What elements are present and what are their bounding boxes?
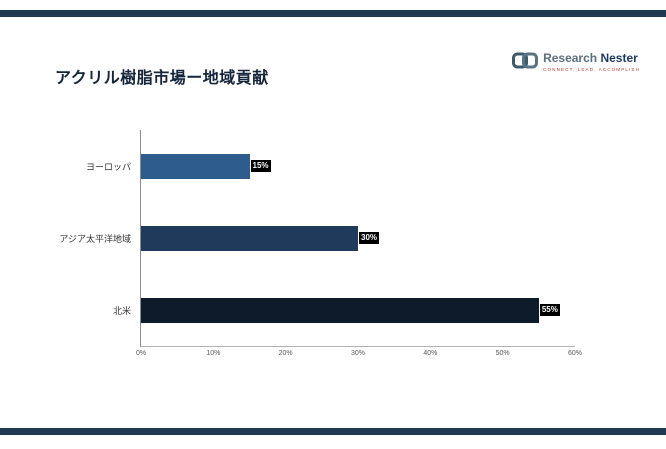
bar-rows: ヨーロッパ 15% アジア太平洋地域 30% 北米 55%: [59, 130, 575, 346]
x-tick-label: 40%: [423, 350, 438, 357]
category-label: 北米: [112, 305, 131, 316]
bar-chart: ヨーロッパ 15% アジア太平洋地域 30% 北米 55% 0% 10% 20% 30% 40% 5…: [59, 130, 582, 357]
bar-row: アジア太平洋地域 30%: [59, 202, 575, 274]
brand-logo: Research Nester Connect. Lead. Accomplis…: [512, 51, 640, 74]
page-title: アクリル樹脂市場ー地域貢献: [55, 70, 269, 87]
brand-name-first: Research: [543, 51, 598, 65]
x-tick-label: 50%: [495, 350, 510, 357]
bar-2: [141, 225, 358, 251]
top-accent-bar: [0, 10, 666, 17]
x-tick-label: 30%: [350, 350, 366, 357]
brand-text: Research Nester Connect. Lead. Accomplis…: [543, 51, 640, 73]
bar-row: ヨーロッパ 15%: [86, 130, 575, 202]
x-tick-label: 10%: [206, 350, 221, 357]
value-badge: 30%: [359, 232, 380, 244]
bar-1: [141, 153, 250, 179]
x-tick-label: 60%: [567, 350, 583, 357]
value-badge: 15%: [250, 160, 271, 172]
brand-name: Research Nester: [543, 51, 640, 65]
category-label: アジア太平洋地域: [59, 233, 131, 244]
brand-name-second: Nester: [600, 51, 638, 65]
x-axis-ticks: 0% 10% 20% 30% 40% 50% 60%: [136, 346, 582, 360]
bar-3: [141, 297, 539, 323]
brand-tagline: Connect. Lead. Accomplish: [543, 67, 640, 73]
x-tick-label: 0%: [135, 350, 147, 357]
bottom-accent-bar: [0, 428, 666, 435]
value-badge: 55%: [539, 304, 560, 316]
x-tick-label: 20%: [278, 350, 293, 357]
category-label: ヨーロッパ: [85, 161, 131, 172]
chain-link-icon: [512, 52, 539, 74]
bar-row: 北米 55%: [113, 274, 575, 346]
